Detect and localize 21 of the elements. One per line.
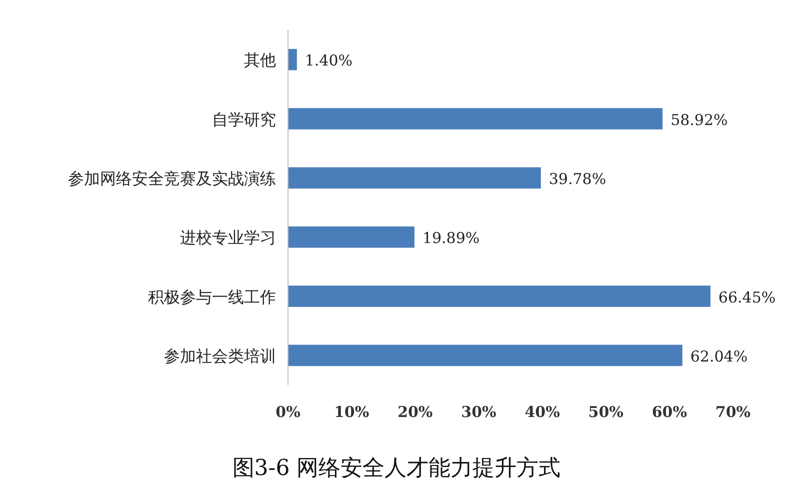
y-tick-label: 其他 [244, 50, 276, 70]
x-tick-label: 30% [461, 403, 496, 421]
data-label: 39.78% [548, 170, 606, 188]
data-label: 1.40% [304, 52, 353, 70]
y-tick-label: 参加社会类培训 [164, 346, 276, 366]
y-tick-label: 自学研究 [212, 110, 276, 129]
data-label: 62.04% [690, 347, 748, 366]
y-tick-label: 进校专业学习 [180, 228, 276, 248]
x-tick-label: 60% [652, 403, 687, 421]
x-tick-label: 10% [334, 403, 370, 421]
y-tick-label: 积极参与一线工作 [148, 287, 276, 306]
data-label: 58.92% [670, 110, 728, 129]
x-tick-label: 0% [276, 403, 300, 421]
x-tick-label: 40% [524, 403, 560, 421]
x-tick-label: 20% [398, 403, 433, 421]
y-tick-label: 参加网络安全竞赛及实战演练 [68, 168, 276, 188]
text: 图3-6 网络安全人才能力提升方式 [232, 456, 561, 481]
x-tick-label: 50% [588, 403, 624, 421]
x-tick-label: 70% [715, 403, 751, 421]
data-label: 66.45% [718, 288, 776, 306]
data-label: 19.89% [422, 229, 480, 248]
